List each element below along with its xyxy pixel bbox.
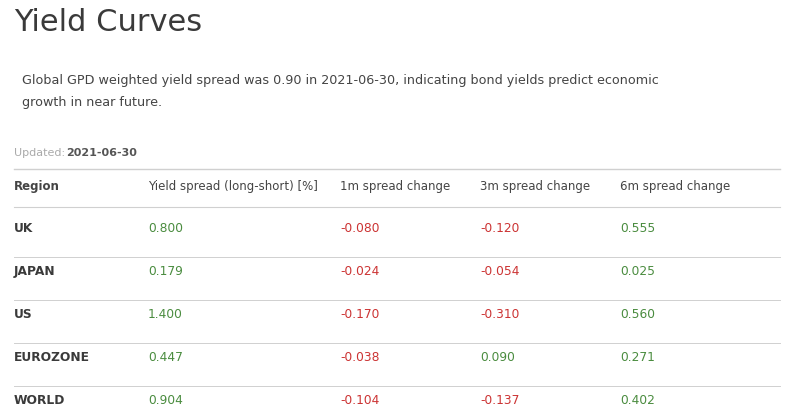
Text: 2021-06-30: 2021-06-30 bbox=[67, 147, 137, 158]
Text: 0.090: 0.090 bbox=[480, 350, 515, 363]
Text: 0.555: 0.555 bbox=[620, 221, 655, 235]
Text: 0.560: 0.560 bbox=[620, 307, 655, 320]
Text: 1m spread change: 1m spread change bbox=[340, 180, 450, 192]
Text: -0.024: -0.024 bbox=[340, 264, 380, 277]
Text: 6m spread change: 6m spread change bbox=[620, 180, 730, 192]
Text: Yield Curves: Yield Curves bbox=[14, 8, 202, 37]
Text: 0.025: 0.025 bbox=[620, 264, 655, 277]
Text: Yield spread (long-short) [%]: Yield spread (long-short) [%] bbox=[148, 180, 318, 192]
Text: 0.904: 0.904 bbox=[148, 393, 183, 406]
Text: 0.402: 0.402 bbox=[620, 393, 655, 406]
Text: Region: Region bbox=[14, 180, 60, 192]
Text: -0.310: -0.310 bbox=[480, 307, 519, 320]
Text: WORLD: WORLD bbox=[14, 393, 65, 406]
Text: -0.038: -0.038 bbox=[340, 350, 380, 363]
Text: -0.054: -0.054 bbox=[480, 264, 519, 277]
Text: 0.447: 0.447 bbox=[148, 350, 183, 363]
Text: US: US bbox=[14, 307, 33, 320]
Text: Global GPD weighted yield spread was 0.90 in 2021-06-30, indicating bond yields : Global GPD weighted yield spread was 0.9… bbox=[22, 74, 659, 87]
Text: -0.080: -0.080 bbox=[340, 221, 380, 235]
Text: -0.104: -0.104 bbox=[340, 393, 380, 406]
Text: EUROZONE: EUROZONE bbox=[14, 350, 90, 363]
Text: Updated:: Updated: bbox=[14, 147, 68, 158]
Text: -0.120: -0.120 bbox=[480, 221, 519, 235]
Text: -0.170: -0.170 bbox=[340, 307, 380, 320]
Text: 0.271: 0.271 bbox=[620, 350, 655, 363]
Text: 3m spread change: 3m spread change bbox=[480, 180, 590, 192]
Text: 0.800: 0.800 bbox=[148, 221, 183, 235]
Text: JAPAN: JAPAN bbox=[14, 264, 56, 277]
Text: 1.400: 1.400 bbox=[148, 307, 183, 320]
Text: 0.179: 0.179 bbox=[148, 264, 183, 277]
Text: UK: UK bbox=[14, 221, 33, 235]
Text: growth in near future.: growth in near future. bbox=[22, 96, 162, 109]
Text: -0.137: -0.137 bbox=[480, 393, 519, 406]
